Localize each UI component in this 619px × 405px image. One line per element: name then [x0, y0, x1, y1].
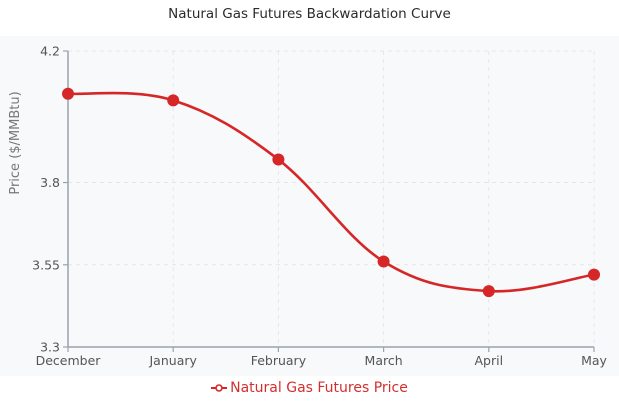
legend-label: Natural Gas Futures Price: [230, 380, 408, 396]
data-points: [62, 87, 600, 298]
y-axis-label: Price ($/MMBtu): [8, 91, 23, 194]
x-tick-label: May: [581, 353, 607, 368]
chart-title: Natural Gas Futures Backwardation Curve: [168, 6, 451, 22]
data-point[interactable]: [588, 268, 600, 281]
series-line: [67, 91, 595, 293]
axes: [67, 51, 594, 348]
y-tick-label: 3.3: [40, 340, 60, 355]
x-tick-label: April: [475, 353, 504, 368]
x-tick-label: February: [251, 353, 307, 368]
legend[interactable]: Natural Gas Futures Price: [0, 380, 619, 396]
x-axis-ticks: December January February March April May: [36, 347, 608, 368]
data-point[interactable]: [167, 94, 180, 107]
y-tick-label: 3.55: [32, 257, 60, 272]
data-point[interactable]: [62, 87, 74, 100]
data-point[interactable]: [272, 153, 285, 166]
y-axis-ticks: 3.3 3.55 3.8 4.2: [32, 44, 68, 355]
legend-line-marker-icon: [211, 384, 228, 392]
data-point[interactable]: [482, 285, 495, 298]
x-tick-label: March: [365, 353, 403, 368]
x-tick-label: December: [36, 353, 102, 368]
x-tick-label: January: [149, 353, 198, 368]
y-tick-label: 4.2: [40, 44, 60, 59]
y-tick-label: 3.8: [40, 175, 60, 190]
data-point[interactable]: [377, 255, 390, 268]
